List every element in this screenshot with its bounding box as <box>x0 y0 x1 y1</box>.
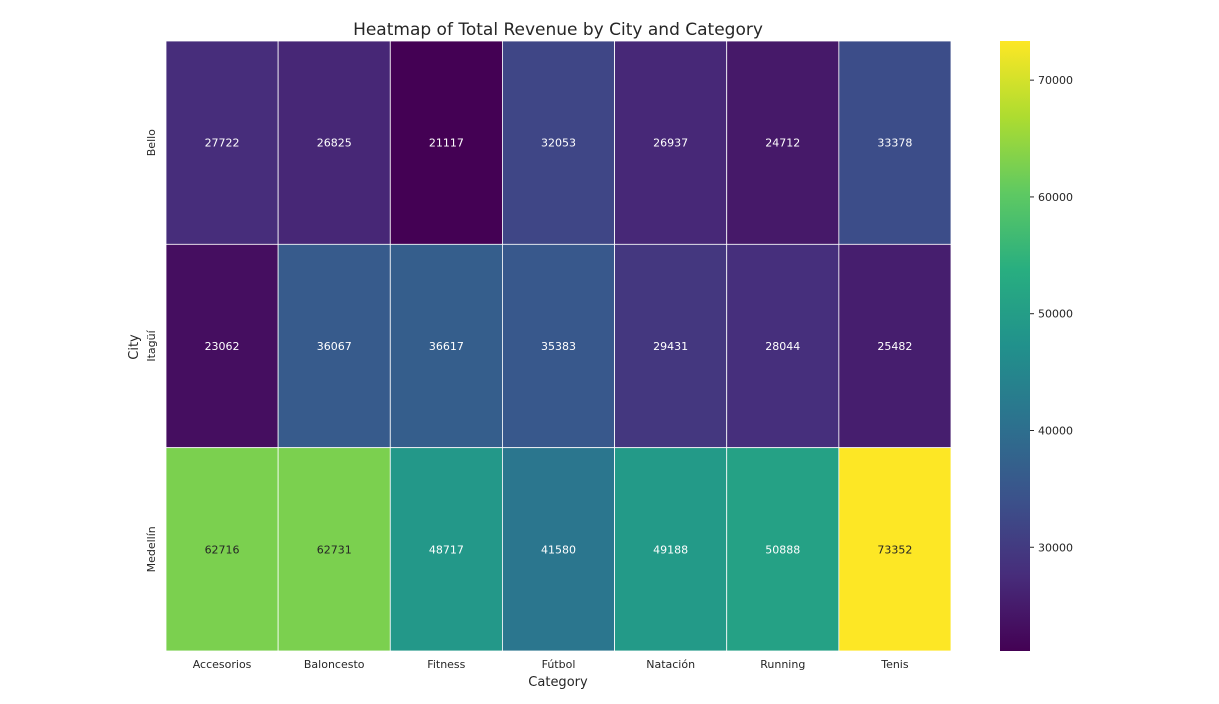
x-tick-label: Baloncesto <box>304 658 365 671</box>
x-tick-label: Fitness <box>427 658 465 671</box>
heatmap-cell <box>726 40 840 245</box>
heatmap-cell <box>726 243 840 449</box>
cell-value-label: 36617 <box>429 340 464 353</box>
heatmap-cell <box>838 243 952 449</box>
colorbar-tick-label: 30000 <box>1038 541 1073 554</box>
cell-value-label: 62716 <box>205 543 240 556</box>
heatmap-cell <box>389 447 503 652</box>
colorbar-tick-label: 70000 <box>1038 74 1073 87</box>
cell-value-label: 25482 <box>877 340 912 353</box>
x-tick-label: Accesorios <box>193 658 252 671</box>
colorbar-ticks: 30000 40000 50000 60000 70000 <box>1030 74 1073 554</box>
heatmap-cell <box>165 40 279 245</box>
heatmap-cell <box>838 40 952 245</box>
x-tick-label: Tenis <box>880 658 909 671</box>
y-axis-label: City <box>127 334 142 360</box>
heatmap-cell <box>389 40 503 245</box>
heatmap-cell <box>614 447 728 652</box>
y-tick-label: Medellín <box>145 526 158 572</box>
heatmap-cell <box>389 243 503 449</box>
colorbar <box>1000 41 1030 651</box>
y-tick-label: Bello <box>145 129 158 156</box>
cell-value-label: 48717 <box>429 543 464 556</box>
y-tick-label: Itagüí <box>145 329 158 361</box>
cell-value-label: 27722 <box>205 137 240 150</box>
heatmap-cells: 27722 26825 21117 32053 26937 24712 33378 23062… <box>165 40 952 652</box>
cell-value-label: 29431 <box>653 340 688 353</box>
cell-value-label: 36067 <box>317 340 352 353</box>
cell-value-label: 26937 <box>653 137 688 150</box>
colorbar-tick-label: 50000 <box>1038 308 1073 321</box>
heatmap-cell <box>165 243 279 449</box>
cell-value-label: 32053 <box>541 137 576 150</box>
heatmap-cell <box>502 447 615 652</box>
colorbar-tick-label: 40000 <box>1038 424 1073 437</box>
x-tick-label: Natación <box>646 658 695 671</box>
heatmap-cell <box>165 447 279 652</box>
cell-value-label: 33378 <box>877 137 912 150</box>
cell-value-label: 41580 <box>541 543 576 556</box>
cell-value-label: 21117 <box>429 137 464 150</box>
heatmap-cell <box>502 40 615 245</box>
heatmap-cell <box>277 40 391 245</box>
y-tick-labels: Bello Itagüí Medellín <box>145 129 158 573</box>
cell-value-label: 26825 <box>317 137 352 150</box>
cell-value-label: 50888 <box>765 543 800 556</box>
cell-value-label: 73352 <box>877 543 912 556</box>
cell-value-label: 24712 <box>765 137 800 150</box>
cell-value-label: 62731 <box>317 543 352 556</box>
cell-value-label: 49188 <box>653 543 688 556</box>
colorbar-tick-label: 60000 <box>1038 191 1073 204</box>
chart-title: Heatmap of Total Revenue by City and Cat… <box>353 20 763 40</box>
cell-value-label: 35383 <box>541 340 576 353</box>
heatmap-cell <box>614 243 728 449</box>
heatmap-cell <box>726 447 840 652</box>
cell-value-label: 28044 <box>765 340 800 353</box>
heatmap-cell <box>277 447 391 652</box>
x-axis-label: Category <box>528 675 588 690</box>
x-tick-label: Fútbol <box>542 658 576 671</box>
x-tick-labels: Accesorios Baloncesto Fitness Fútbol Natació… <box>193 658 909 671</box>
heatmap-cell <box>838 447 952 652</box>
heatmap-cell <box>614 40 728 245</box>
cell-value-label: 23062 <box>205 340 240 353</box>
x-tick-label: Running <box>760 658 805 671</box>
